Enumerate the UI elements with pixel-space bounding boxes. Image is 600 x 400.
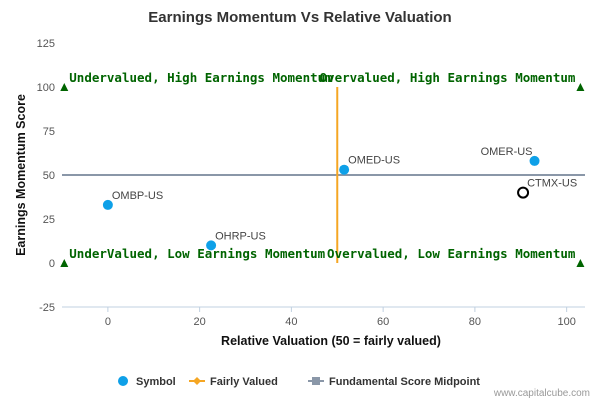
quadrant-label: Overvalued, Low Earnings Momentum [327, 246, 576, 261]
y-axis-title: Earnings Momentum Score [14, 94, 28, 256]
data-point [102, 199, 113, 210]
x-tick-label: 60 [377, 316, 389, 328]
legend-item-label: Fairly Valued [210, 376, 278, 388]
quadrant-label: Overvalued, High Earnings Momentum [320, 70, 576, 85]
data-point-label: OMBP-US [112, 190, 163, 202]
data-point-label: OMED-US [348, 155, 400, 167]
triangle-marker-icon [576, 83, 585, 91]
data-point-label: CTMX-US [527, 178, 577, 190]
y-tick-label: 75 [43, 126, 55, 138]
y-axis-ticks: -25 0 25 50 75 100 125 [37, 38, 55, 314]
data-point [529, 155, 540, 166]
data-point-highlighted [517, 186, 530, 199]
triangle-marker-icon [576, 259, 585, 267]
chart-title: Earnings Momentum Vs Relative Valuation [148, 9, 451, 26]
data-points: OMBP-US OHRP-US OMED-US OMER-US CTMX-US [102, 146, 577, 251]
quadrant-markers [60, 83, 585, 267]
data-point [339, 164, 350, 175]
legend-item-label: Symbol [136, 376, 176, 388]
y-tick-label: 125 [37, 38, 55, 50]
quadrant-label: UnderValued, Low Earnings Momentum [69, 246, 325, 261]
x-axis-ticks: 0 20 40 60 80 100 [105, 307, 576, 328]
legend: Symbol Fairly Valued Fundamental Score Mid… [118, 376, 480, 388]
quadrant-label: Undervalued, High Earnings Momentum [69, 70, 333, 85]
y-tick-label: 100 [37, 82, 55, 94]
x-tick-label: 80 [469, 316, 481, 328]
data-point-label: OHRP-US [215, 230, 266, 242]
legend-square-icon [312, 377, 320, 385]
x-tick-label: 100 [557, 316, 575, 328]
credit-text: www.capitalcube.com [493, 388, 590, 399]
reference-lines [62, 87, 585, 263]
quadrant-labels: Undervalued, High Earnings MomentumOverv… [69, 70, 576, 261]
triangle-marker-icon [60, 83, 69, 91]
data-point-label: OMER-US [481, 146, 533, 158]
legend-item-label: Fundamental Score Midpoint [329, 376, 480, 388]
x-axis-title: Relative Valuation (50 = fairly valued) [221, 334, 441, 348]
legend-diamond-icon [193, 377, 201, 385]
y-tick-label: 0 [49, 258, 55, 270]
x-tick-label: 0 [105, 316, 111, 328]
data-point [206, 240, 217, 251]
y-tick-label: 50 [43, 170, 55, 182]
legend-symbol-icon [118, 376, 128, 386]
triangle-marker-icon [60, 259, 69, 267]
y-tick-label: 25 [43, 214, 55, 226]
y-tick-label: -25 [39, 302, 55, 314]
x-tick-label: 40 [285, 316, 297, 328]
x-tick-label: 20 [194, 316, 206, 328]
